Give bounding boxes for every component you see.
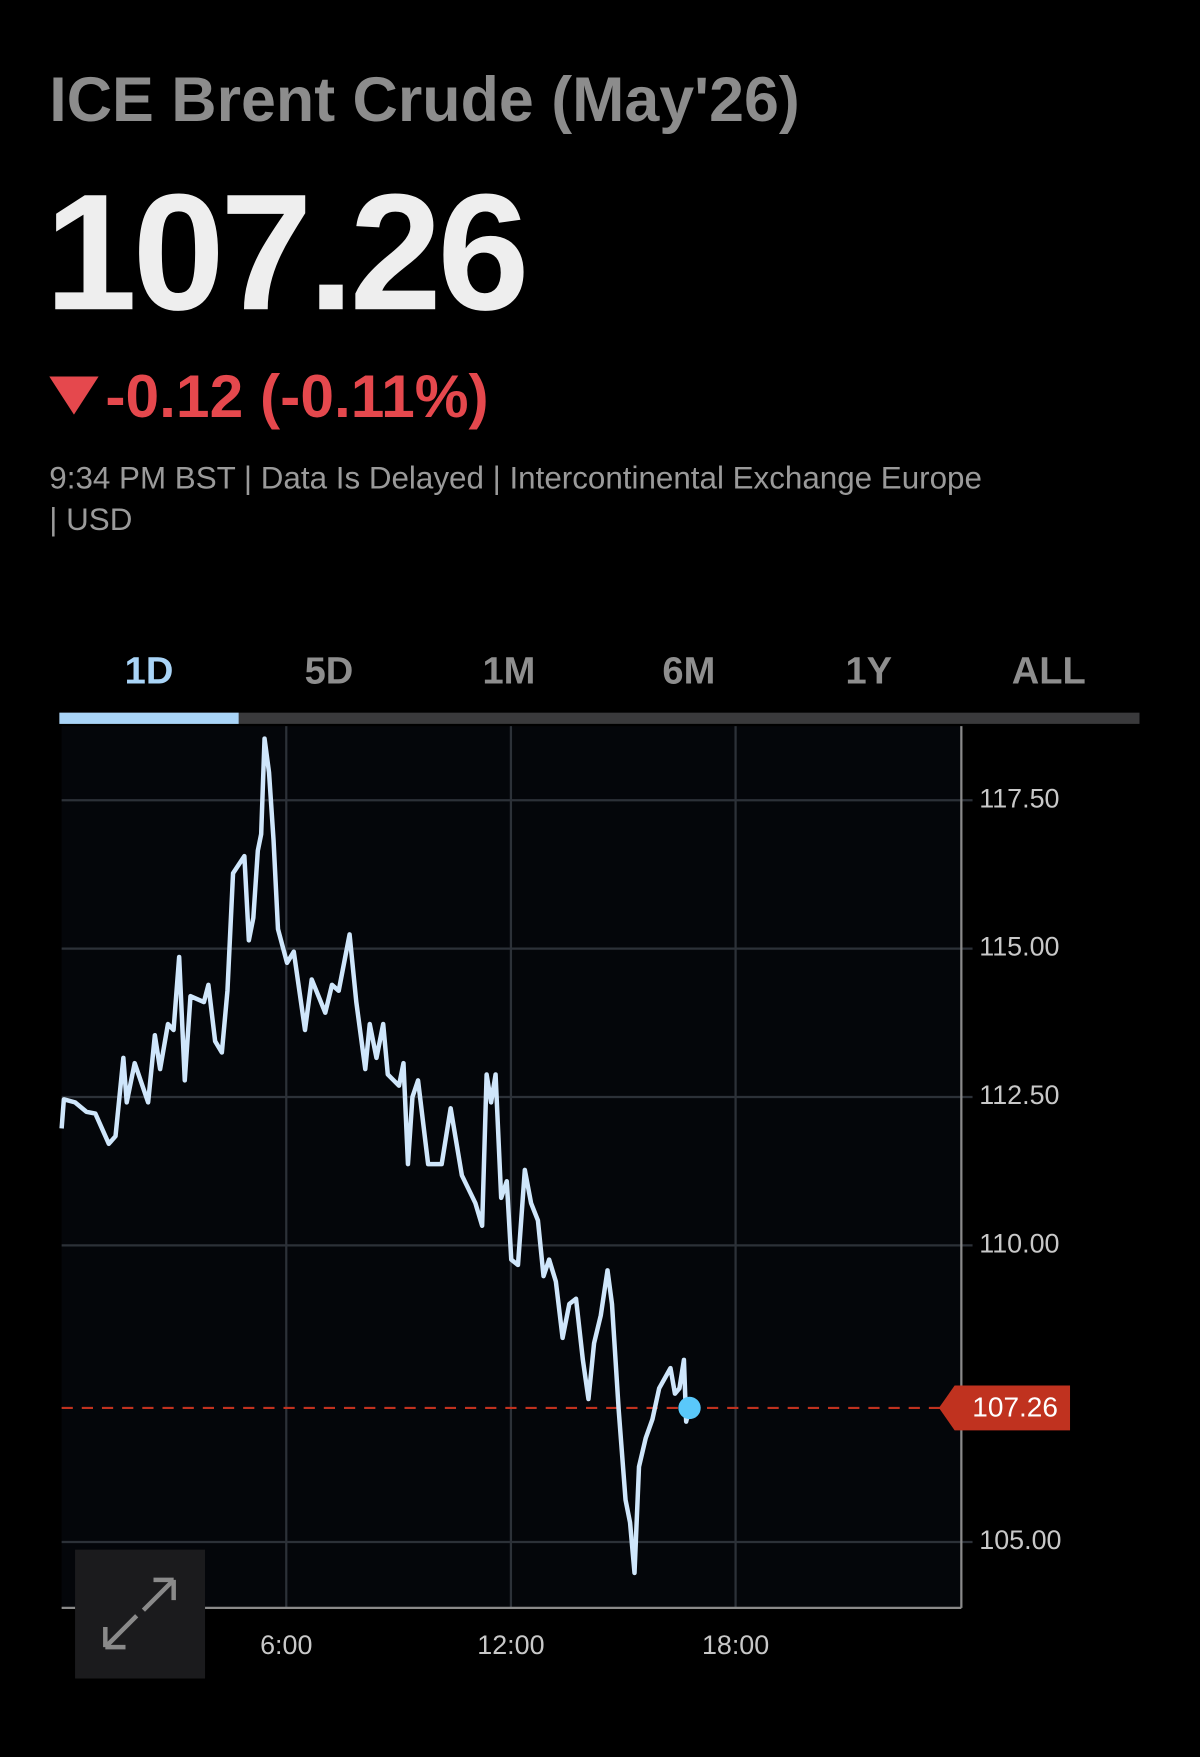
expand-button-bg[interactable] [75,1549,206,1679]
down-arrow [49,376,99,415]
title: ICE Brent Crude (May'26) [49,65,799,135]
tab[interactable]: 6M [662,651,715,693]
tab-bar: 1D 5D 1M 6M 1Y ALL [125,651,1086,693]
expand-icon[interactable] [103,1577,176,1650]
y-tick-label: 115.00 [979,932,1059,962]
price: 107.26 [45,160,525,345]
y-tick-label: 105.00 [979,1525,1061,1555]
y-tick-label: 117.50 [979,783,1059,813]
expand-button[interactable] [75,1549,206,1679]
tab-track [59,712,1140,724]
tab[interactable]: 1M [482,651,535,693]
info-line: 9:34 PM BST | Data Is Delayed | Intercon… [49,461,982,496]
tab[interactable]: 1D [125,651,174,693]
info-line: | USD [49,502,132,537]
chart: 105.00 110.00 112.50 115.00 117.50 6:00 12:00 1… [59,726,1071,1660]
x-tick-label: 18:00 [702,1630,769,1660]
x-tick-label: 6:00 [260,1630,312,1660]
tab[interactable]: ALL [1012,651,1086,693]
y-tick-label: 110.00 [979,1228,1059,1258]
y-tick-label: 112.50 [979,1080,1059,1110]
last-value-label: 107.26 [972,1391,1058,1422]
x-tick-label: 12:00 [477,1630,544,1660]
last-point [678,1396,701,1420]
last-value-tag [938,1385,1071,1431]
tab[interactable]: 1Y [846,651,893,693]
tab-indicator [59,712,239,724]
price-line [59,736,692,1576]
change: -0.12 (-0.11%) [105,362,488,430]
tab[interactable]: 5D [305,651,354,693]
